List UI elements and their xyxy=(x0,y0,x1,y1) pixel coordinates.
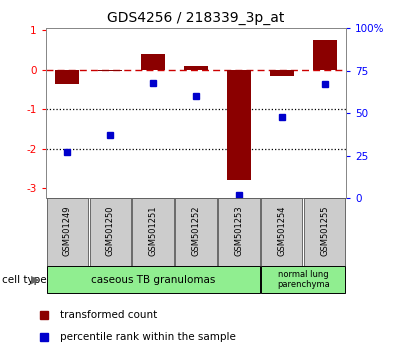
Bar xyxy=(47,266,259,293)
Text: GSM501249: GSM501249 xyxy=(63,205,72,256)
Bar xyxy=(184,66,208,70)
Bar xyxy=(219,198,259,266)
Bar xyxy=(227,70,251,181)
Bar xyxy=(261,198,302,266)
Bar xyxy=(141,54,165,70)
Bar xyxy=(313,40,337,70)
Title: GDS4256 / 218339_3p_at: GDS4256 / 218339_3p_at xyxy=(107,11,285,24)
Text: caseous TB granulomas: caseous TB granulomas xyxy=(91,275,215,285)
Text: GSM501255: GSM501255 xyxy=(320,205,329,256)
Text: normal lung
parenchyma: normal lung parenchyma xyxy=(277,270,330,289)
Text: cell type: cell type xyxy=(2,275,47,285)
Bar xyxy=(90,198,131,266)
Bar xyxy=(55,70,79,84)
Text: GSM501250: GSM501250 xyxy=(105,205,115,256)
Bar xyxy=(270,70,294,76)
Bar xyxy=(133,198,174,266)
Text: GSM501252: GSM501252 xyxy=(191,205,201,256)
Text: transformed count: transformed count xyxy=(60,310,157,320)
Bar xyxy=(47,198,88,266)
Bar xyxy=(176,198,217,266)
Text: GSM501251: GSM501251 xyxy=(148,205,158,256)
Text: GSM501253: GSM501253 xyxy=(234,205,244,256)
Bar xyxy=(304,198,345,266)
Text: GSM501254: GSM501254 xyxy=(277,205,287,256)
Text: ▶: ▶ xyxy=(31,275,39,285)
Bar xyxy=(261,266,345,293)
Text: percentile rank within the sample: percentile rank within the sample xyxy=(60,332,236,342)
